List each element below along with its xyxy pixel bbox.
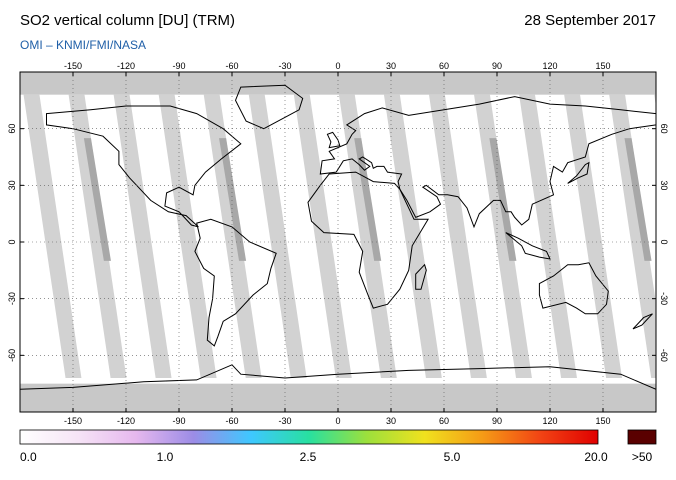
lat-tick-label-right: -60 [659, 349, 669, 362]
colorbar-label: 5.0 [444, 450, 461, 464]
lon-tick-label-bottom: -120 [117, 416, 135, 426]
lon-tick-label-bottom: -150 [64, 416, 82, 426]
swath-gap [383, 94, 442, 379]
lon-tick-label-top: -90 [172, 61, 185, 71]
coastline-japan [567, 161, 590, 184]
coastline-africa [307, 171, 429, 309]
swath-gap [113, 94, 172, 379]
lon-tick-label-top: 150 [595, 61, 610, 71]
lat-tick-label-right: 0 [659, 239, 669, 244]
lon-tick-label-top: -150 [64, 61, 82, 71]
coastline-uk [326, 131, 341, 149]
colorbar-over-box [627, 429, 657, 445]
swath-gap-dark [219, 138, 247, 261]
colorbar-label: 0.0 [20, 450, 37, 464]
lon-tick-label-bottom: -90 [172, 416, 185, 426]
lat-tick-label-left: -60 [7, 349, 17, 362]
coastline-madagascar [415, 263, 427, 290]
lat-tick-label-right: 60 [659, 124, 669, 134]
swath-gap [68, 94, 127, 379]
colorbar-label: 2.5 [300, 450, 317, 464]
lon-tick-label-bottom: 30 [386, 416, 396, 426]
coastline-antarctica [20, 364, 656, 412]
colorbar-label: 20.0 [584, 450, 608, 464]
lon-tick-label-top: 90 [492, 61, 502, 71]
lat-tick-label-left: 30 [7, 180, 17, 190]
coastline-north-america [46, 105, 242, 228]
swath-gap [519, 94, 577, 379]
colorbar-label: 1.0 [157, 450, 174, 464]
coastline-eurasia [319, 96, 656, 229]
coastline-south-america [194, 218, 277, 347]
lon-tick-label-top: 120 [542, 61, 557, 71]
swath-gap [474, 94, 532, 379]
lon-tick-label-bottom: 120 [542, 416, 557, 426]
polar-cap-south [20, 383, 656, 412]
swath-gap-dark [624, 138, 652, 261]
coastline-greenland [234, 84, 304, 130]
swath-gap [203, 94, 262, 379]
swath-gap [248, 94, 307, 379]
swath-gap [428, 94, 487, 379]
lat-tick-label-left: 0 [7, 239, 17, 244]
lon-tick-label-top: -120 [117, 61, 135, 71]
lat-tick-label-right: 30 [659, 180, 669, 190]
lon-tick-label-top: 60 [439, 61, 449, 71]
lat-tick-label-right: -30 [659, 292, 669, 305]
lon-tick-label-bottom: 90 [492, 416, 502, 426]
swath-gap [609, 94, 656, 378]
swath-gap [158, 94, 217, 379]
coastline-australia [538, 262, 609, 315]
lon-tick-label-top: 30 [386, 61, 396, 71]
coastline-new-zealand [632, 313, 653, 330]
colorbar-over-label: >50 [632, 450, 653, 464]
lon-tick-label-top: 0 [335, 61, 340, 71]
map-date: 28 September 2017 [524, 12, 656, 29]
data-credit: OMI – KNMI/FMI/NASA [20, 38, 147, 52]
lon-tick-label-bottom: 0 [335, 416, 340, 426]
colorbar [19, 429, 599, 445]
lon-tick-label-top: -30 [278, 61, 291, 71]
lat-tick-label-left: -30 [7, 292, 17, 305]
swath-gap [23, 94, 82, 379]
coastline-indonesia [505, 232, 551, 260]
swath-gap-dark [354, 138, 382, 261]
lon-tick-label-bottom: -30 [278, 416, 291, 426]
lon-tick-label-bottom: -60 [225, 416, 238, 426]
swath-gap-dark [489, 138, 517, 261]
swath-gap [338, 94, 397, 379]
lon-tick-label-bottom: 150 [595, 416, 610, 426]
lon-tick-label-top: -60 [225, 61, 238, 71]
swath-gap [564, 94, 623, 379]
lat-tick-label-left: 60 [7, 124, 17, 134]
map-title: SO2 vertical column [DU] (TRM) [20, 12, 236, 29]
swath-gap [293, 94, 352, 379]
swath-gap-dark [83, 138, 111, 261]
swath-gap [654, 94, 656, 107]
lon-tick-label-bottom: 60 [439, 416, 449, 426]
